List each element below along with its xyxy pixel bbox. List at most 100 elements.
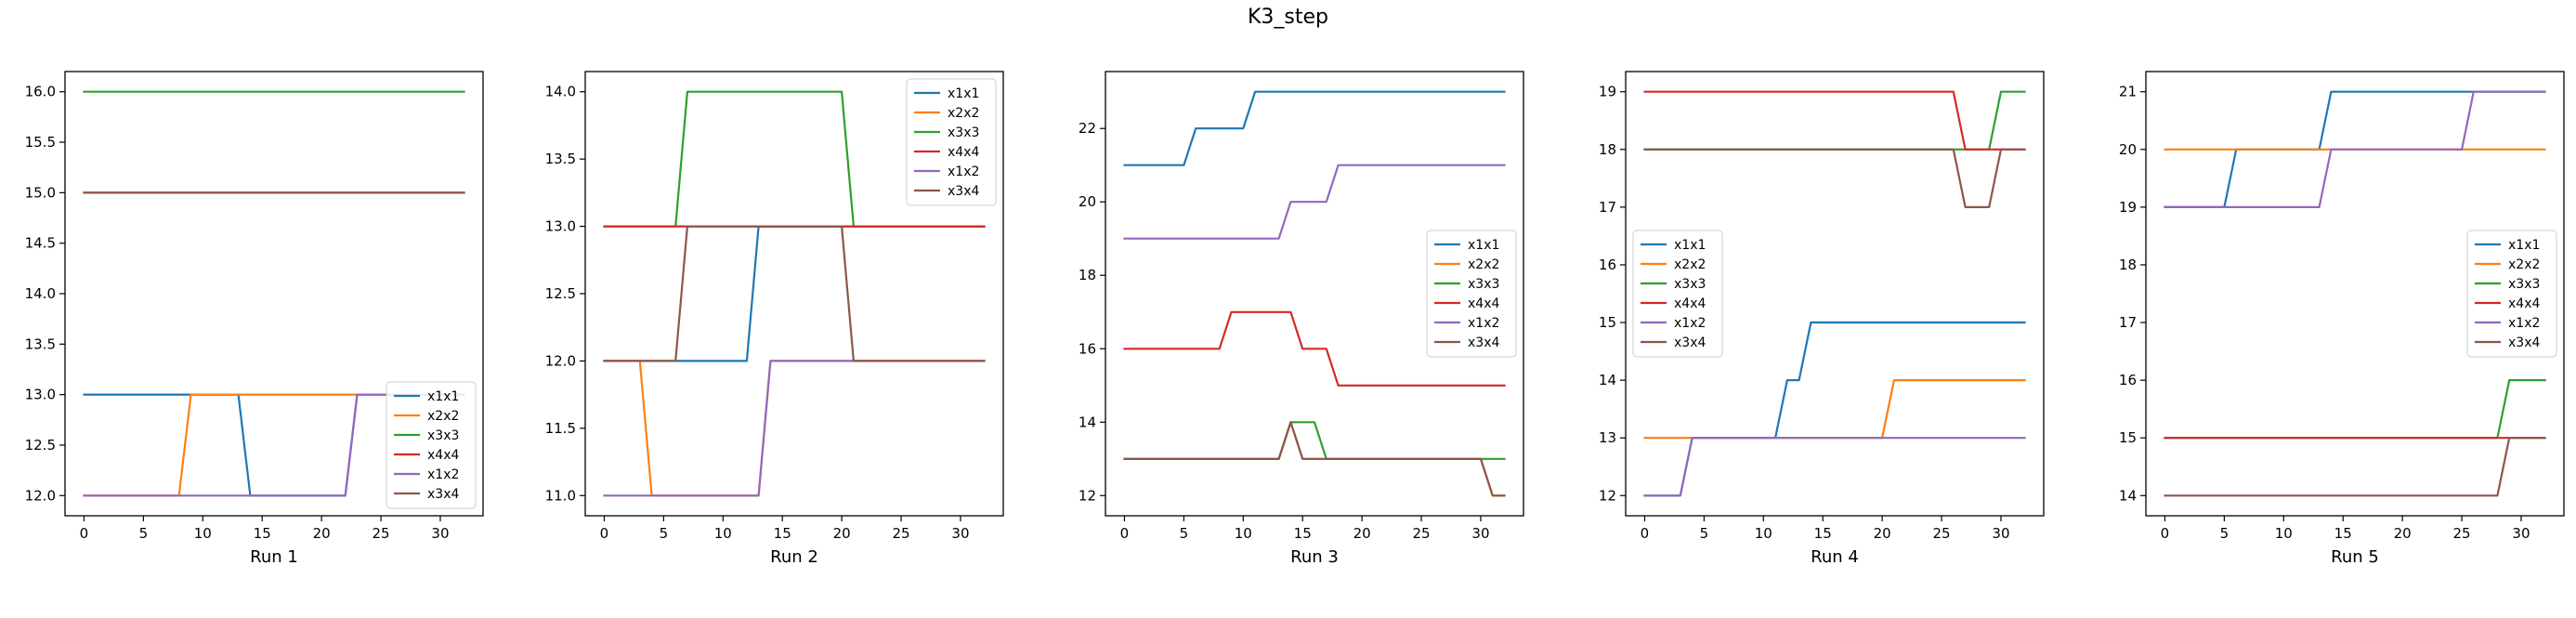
x-tick-label: 5: [1700, 525, 1709, 542]
x-tick-label: 20: [313, 525, 331, 542]
legend: x1x1 x2x2 x3x3 x4x4 x1x2 x3x4: [386, 381, 477, 509]
y-tick-label: 14: [2119, 487, 2137, 504]
y-tick-label: 16: [1079, 340, 1096, 357]
subplot-4: 0 5 10 15 20 25 30 12 13 14 15 16 17 18 19 Run 4 x1x1 x2x…: [1599, 71, 2045, 567]
y-tick-label: 15.0: [25, 184, 56, 201]
legend-box: [1426, 230, 1517, 358]
legend-label-x3x4: x3x4: [1674, 335, 1706, 350]
legend-label-x4x4: x4x4: [1468, 296, 1499, 311]
y-tick-label: 15.5: [25, 134, 56, 151]
legend-label-x3x4: x3x4: [2508, 335, 2540, 350]
x-axis-label: Run 4: [1811, 547, 1859, 567]
legend-label-x3x4: x3x4: [427, 487, 459, 502]
x-tick-label: 5: [660, 525, 669, 542]
series-line-x1x2: [2164, 90, 2546, 208]
y-tick-label: 13.5: [545, 151, 576, 167]
x-tick-label: 20: [1353, 525, 1371, 542]
x-tick-label: 5: [1180, 525, 1189, 542]
x-tick-label: 30: [2512, 525, 2530, 542]
subplot-3: 0 5 10 15 20 25 30 12 14 16 18 20 22 Run 3 x1x1 x2x2 x3x…: [1079, 71, 1524, 567]
y-tick-label: 13: [1599, 429, 1616, 446]
legend-label-x3x3: x3x3: [1468, 277, 1499, 292]
legend-box: [1632, 230, 1723, 358]
y-tick-label: 12.5: [25, 437, 56, 454]
y-tick-label: 18: [1079, 267, 1096, 283]
y-tick-label: 19: [2119, 199, 2137, 216]
x-tick-label: 0: [1641, 525, 1650, 542]
x-tick-label: 25: [2453, 525, 2471, 542]
subplot-1: 0 5 10 15 20 25 30 12.0 12.5 13.0 13.5 14.0 14.5 15.0…: [25, 71, 484, 567]
figure-title: K3_step: [1247, 6, 1328, 29]
legend-label-x3x4: x3x4: [1468, 335, 1499, 350]
legend: x1x1 x2x2 x3x3 x4x4 x1x2 x3x4: [906, 78, 997, 206]
y-tick-label: 21: [2119, 84, 2137, 100]
legend-label-x1x1: x1x1: [1674, 238, 1706, 253]
x-tick-label: 0: [80, 525, 89, 542]
series-line-x3x4: [1123, 421, 1506, 497]
legend-label-x1x1: x1x1: [1468, 238, 1499, 253]
x-tick-label: 25: [1933, 525, 1951, 542]
x-tick-label: 10: [714, 525, 732, 542]
legend-label-x1x2: x1x2: [427, 467, 459, 482]
y-tick-label: 12.0: [25, 487, 56, 504]
y-tick-label: 14.0: [25, 285, 56, 302]
y-tick-label: 17: [1599, 199, 1616, 216]
x-tick-label: 25: [373, 525, 390, 542]
x-axis-label: Run 2: [770, 547, 818, 567]
x-tick-label: 25: [1413, 525, 1431, 542]
x-tick-label: 20: [1874, 525, 1891, 542]
y-tick-label: 11.0: [545, 487, 576, 504]
y-tick-label: 14: [1599, 372, 1616, 388]
series-line-x1x2: [1643, 437, 2026, 497]
y-tick-label: 16: [2119, 372, 2137, 388]
x-tick-label: 15: [1294, 525, 1312, 542]
x-tick-label: 5: [2220, 525, 2229, 542]
legend-label-x2x2: x2x2: [1674, 257, 1706, 272]
legend-label-x3x3: x3x3: [2508, 277, 2540, 292]
legend-label-x2x2: x2x2: [948, 106, 979, 121]
legend-label-x4x4: x4x4: [1674, 296, 1706, 311]
y-tick-label: 17: [2119, 314, 2137, 331]
x-tick-label: 30: [951, 525, 969, 542]
y-tick-label: 20: [2119, 141, 2137, 158]
legend-label-x3x3: x3x3: [427, 428, 459, 443]
subplot-2: 0 5 10 15 20 25 30 11.0 11.5 12.0 12.5 13.0 13.5 14.0…: [545, 71, 1004, 567]
x-tick-label: 0: [1120, 525, 1130, 542]
y-tick-label: 12.0: [545, 352, 576, 369]
x-tick-label: 30: [431, 525, 449, 542]
y-tick-label: 13.0: [545, 218, 576, 235]
y-tick-label: 19: [1599, 84, 1616, 100]
y-tick-label: 13.0: [25, 387, 56, 403]
y-tick-label: 14: [1079, 414, 1096, 430]
y-tick-label: 18: [1599, 141, 1616, 158]
y-tick-label: 11.5: [545, 420, 576, 437]
y-tick-label: 12: [1079, 487, 1096, 504]
y-tick-label: 22: [1079, 120, 1096, 137]
y-tick-label: 15: [2119, 429, 2137, 446]
legend-label-x2x2: x2x2: [427, 409, 459, 424]
x-tick-label: 10: [1755, 525, 1772, 542]
legend-label-x3x4: x3x4: [948, 184, 979, 199]
x-tick-label: 30: [1992, 525, 2009, 542]
y-tick-label: 12: [1599, 487, 1616, 504]
legend-label-x2x2: x2x2: [1468, 257, 1499, 272]
series-line-x1x1: [1123, 90, 1506, 166]
legend-label-x1x1: x1x1: [427, 389, 459, 404]
x-tick-label: 20: [833, 525, 851, 542]
legend-label-x1x2: x1x2: [948, 164, 979, 179]
y-tick-label: 18: [2119, 256, 2137, 273]
x-tick-label: 15: [1814, 525, 1832, 542]
legend-label-x1x2: x1x2: [1468, 316, 1499, 331]
x-tick-label: 5: [139, 525, 149, 542]
x-axis-label: Run 3: [1290, 547, 1339, 567]
legend-label-x2x2: x2x2: [2508, 257, 2540, 272]
y-tick-label: 16.0: [25, 84, 56, 100]
x-tick-label: 10: [2275, 525, 2293, 542]
x-tick-label: 25: [893, 525, 910, 542]
x-axis-label: Run 1: [250, 547, 298, 567]
x-tick-label: 10: [1235, 525, 1252, 542]
legend: x1x1 x2x2 x3x3 x4x4 x1x2 x3x4: [1426, 230, 1517, 358]
x-tick-label: 20: [2394, 525, 2412, 542]
legend-box: [906, 78, 997, 206]
